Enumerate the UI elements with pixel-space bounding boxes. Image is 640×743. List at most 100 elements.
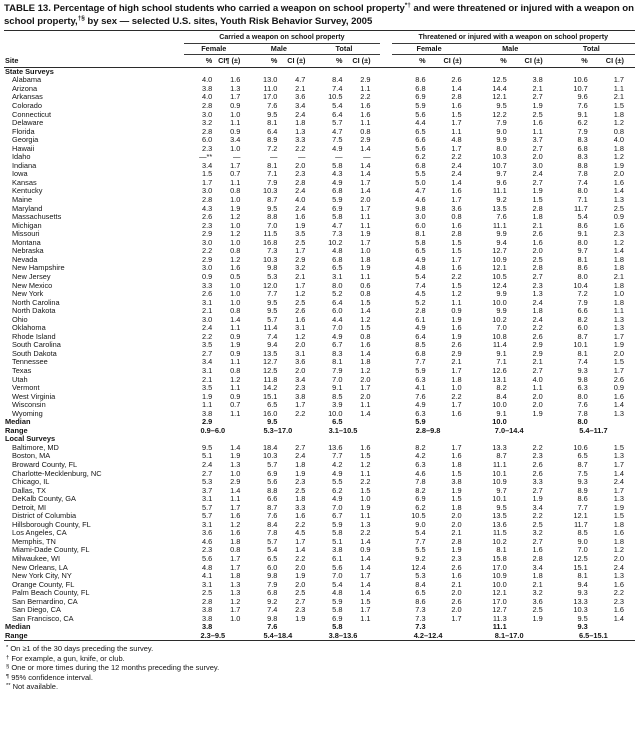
- ci-cell: —: [298, 152, 306, 162]
- site-cell: New Orleans, LA: [12, 563, 68, 572]
- percent-cell: 8.7: [267, 502, 278, 512]
- percent-cell: 6.3: [415, 459, 426, 469]
- ci-cell: 1.6: [613, 220, 624, 230]
- percent-cell: 6.5: [267, 554, 278, 563]
- group-gutter: [380, 512, 392, 521]
- table-row: West Virginia 1.9 0.9 15.1 3.8 8.5 2.0 7.6 2.2 8.…: [4, 391, 635, 402]
- percent-cell: 6.1: [415, 314, 426, 324]
- ci-cell: 2.7: [532, 177, 543, 187]
- group-gutter: [380, 264, 392, 273]
- ci-cell: 2.5: [295, 237, 306, 247]
- percent-cell: 5.0: [415, 177, 426, 187]
- percent-cell: 6.0: [415, 220, 426, 230]
- table-row: Utah 2.1 1.2 11.8 3.4 7.0 2.0 6.3 1.8 13.1 4.0 9.8 2…: [4, 374, 635, 385]
- percent-cell: 4.8: [332, 588, 343, 598]
- percent-cell: 2.2: [202, 246, 213, 256]
- ci-cell: 1.3: [613, 323, 624, 333]
- percent-cell: —: [269, 152, 278, 162]
- footnote: ** Not available.: [6, 682, 59, 692]
- ci-cell: 1.8: [613, 519, 624, 529]
- percent-cell: 7.7: [577, 502, 588, 512]
- percent-cell: 9.5: [267, 203, 278, 213]
- percent-cell: 4.6: [415, 195, 426, 205]
- percent-cell: 10.7: [492, 160, 507, 170]
- percent-cell: 9.6: [577, 92, 588, 102]
- percent-cell: 4.1: [415, 383, 426, 393]
- ci-cell: 1.6: [613, 391, 624, 401]
- percent-cell: 10.0: [492, 579, 507, 589]
- percent-cell: 6.3: [577, 383, 588, 393]
- group-gutter: [380, 427, 392, 436]
- ci-cell: 1.2: [230, 212, 241, 222]
- percent-cell: 9.9: [496, 306, 507, 316]
- ci-cell: 2.2: [360, 477, 371, 487]
- site-cell: North Carolina: [12, 298, 60, 307]
- ci-cell: 0.8: [230, 545, 241, 555]
- group-gutter: [380, 213, 392, 222]
- title-text-3: by sex — selected U.S. sites, Youth Risk…: [84, 15, 373, 27]
- percent-cell: 7.7: [415, 536, 426, 546]
- percent-cell: 7.5: [332, 135, 343, 145]
- group-gutter: [380, 350, 392, 359]
- percent-cell: 5.7: [267, 314, 278, 324]
- percent-cell: 7.7: [332, 451, 343, 461]
- percent-cell: 7.8: [577, 169, 588, 179]
- ci-cell: 2.7: [295, 596, 306, 606]
- site-cell: Los Angeles, CA: [12, 529, 67, 538]
- ci-cell: 1.7: [360, 571, 371, 581]
- percent-cell: 2.9: [202, 229, 213, 239]
- percent-cell: 8.2: [415, 442, 426, 452]
- percent-cell: 9.3: [577, 588, 588, 598]
- ci-cell: 2.3: [295, 169, 306, 179]
- site-cell: Michigan: [12, 221, 42, 230]
- table-row: Indiana 3.4 1.7 8.1 2.0 5.8 1.4 6.8 2.4 10.7 3.0 8.…: [4, 160, 635, 171]
- percent-cell: 3.0: [202, 237, 213, 247]
- percent-cell: 8.1: [496, 545, 507, 555]
- ci-cell: 1.7: [295, 246, 306, 256]
- percent-cell: 10.9: [492, 254, 507, 264]
- median-value: 9.5: [267, 417, 278, 427]
- median-value: 9.3: [577, 622, 588, 632]
- ci-cell: 1.2: [230, 229, 241, 239]
- percent-cell: 8.3: [577, 152, 588, 162]
- ci-cell: 1.4: [360, 579, 371, 589]
- percent-cell: 10.5: [492, 271, 507, 281]
- ci-cell: 2.0: [451, 511, 462, 521]
- percent-cell: 6.4: [332, 297, 343, 307]
- percent-cell: 8.1: [267, 160, 278, 170]
- column-header-row: Site % CI¶ (±) % CI (±) % CI (±) % CI (±…: [4, 54, 635, 68]
- footnote-symbol: **: [6, 683, 11, 690]
- ci-cell: 2.0: [360, 391, 371, 401]
- site-cell: Texas: [12, 366, 32, 375]
- percent-cell: 7.0: [332, 323, 343, 333]
- range-value: 2.3–9.5: [200, 630, 226, 640]
- percent-cell: 6.2: [332, 485, 343, 495]
- ci-cell: 3.6: [451, 203, 462, 213]
- group-gutter: [380, 299, 392, 308]
- table-row: Maryland 4.3 1.9 9.5 2.4 6.9 1.7 9.8 3.6 13.5 2.8 1…: [4, 203, 635, 214]
- range-value: 2.8–9.8: [415, 425, 441, 435]
- ci-cell: 1.0: [230, 143, 241, 153]
- range-value: 0.9–6.0: [200, 425, 226, 435]
- range-value: 5.3–17.0: [263, 425, 293, 435]
- ci-cell: 1.6: [451, 263, 462, 273]
- ci-cell: 1.1: [532, 126, 543, 136]
- ci-cell: 1.5: [613, 357, 624, 367]
- percent-cell: 10.1: [492, 494, 507, 504]
- percent-cell: 4.7: [415, 186, 426, 196]
- ci-cell: 1.5: [451, 109, 462, 119]
- percent-cell: 8.1: [332, 357, 343, 367]
- table-row: Iowa 1.5 0.7 7.1 2.3 4.3 1.4 5.5 2.4 9.7 2.4 7.8 2.0: [4, 170, 635, 179]
- footnotes-block: * On ≥1 of the 30 days preceding the sur…: [4, 644, 635, 691]
- site-cell: Charlotte-Mecklenburg, NC: [12, 469, 102, 478]
- ci-cell: 1.1: [360, 271, 371, 281]
- percent-cell: 7.3: [415, 605, 426, 615]
- ci-cell: 2.0: [295, 562, 306, 572]
- ci-cell: 1.1: [360, 511, 371, 521]
- percent-cell: 2.1: [202, 374, 213, 384]
- ci-cell: 3.1: [295, 323, 306, 333]
- group-gutter: [380, 572, 392, 581]
- percent-cell: 6.4: [267, 126, 278, 136]
- ci-cell: 1.1: [451, 297, 462, 307]
- ci-cell: 1.6: [451, 451, 462, 461]
